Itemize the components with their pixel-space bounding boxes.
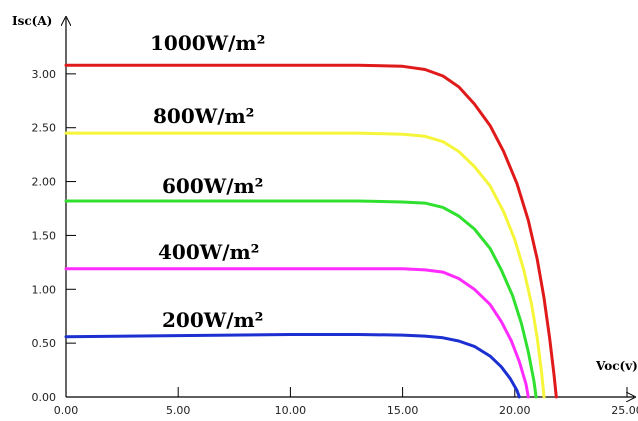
y-tick-label: 2.50 <box>32 122 57 135</box>
x-tick-group: 0.00 5.00 10.00 15.00 20.00 25.00 <box>54 387 638 417</box>
x-tick-label: 10.00 <box>275 404 307 417</box>
series-label: 200W/m² <box>162 308 263 332</box>
y-tick-label: 0.50 <box>32 337 57 350</box>
y-tick-label: 1.00 <box>32 283 57 296</box>
x-tick-label: 20.00 <box>499 404 531 417</box>
series-label: 1000W/m² <box>150 31 265 55</box>
series-line <box>64 131 546 399</box>
y-tick-label: 0.00 <box>32 391 57 404</box>
series-line <box>64 63 558 399</box>
series-label: 800W/m² <box>153 104 254 128</box>
x-tick-label: 5.00 <box>166 404 191 417</box>
series-line <box>64 199 538 399</box>
y-axis-title: Isc(A) <box>12 14 52 28</box>
x-axis-title: Voc(v) <box>595 359 638 373</box>
series-label: 400W/m² <box>158 240 259 264</box>
y-tick-group: 0.00 0.50 1.00 1.50 2.00 2.50 3.00 <box>32 68 76 404</box>
y-tick-label: 3.00 <box>32 68 57 81</box>
y-tick-label: 2.00 <box>32 176 57 189</box>
series-line <box>64 333 521 399</box>
series-group <box>64 63 558 399</box>
x-tick-label: 0.00 <box>54 404 79 417</box>
series-line <box>64 267 530 399</box>
x-tick-label: 25.00 <box>611 404 638 417</box>
x-tick-label: 15.00 <box>387 404 419 417</box>
series-label-group: 1000W/m² 800W/m² 600W/m² 400W/m² 200W/m² <box>150 31 265 332</box>
series-label: 600W/m² <box>162 174 263 198</box>
y-tick-label: 1.50 <box>32 229 57 242</box>
